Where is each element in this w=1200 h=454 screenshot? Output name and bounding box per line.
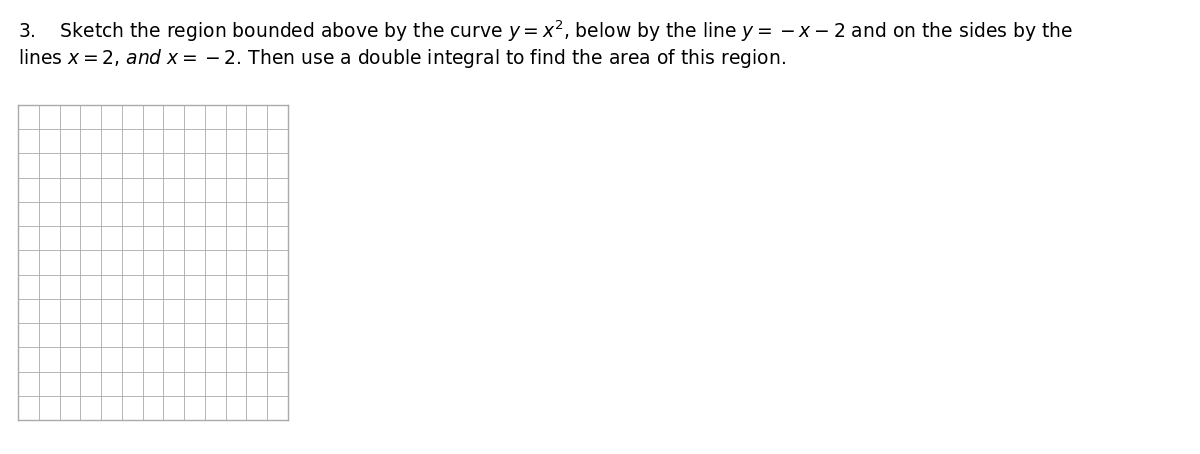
Text: lines $x = 2$, $and$ $x = -2$. Then use a double integral to find the area of th: lines $x = 2$, $and$ $x = -2$. Then use … bbox=[18, 47, 786, 70]
Text: 3.    Sketch the region bounded above by the curve $y = x^2$, below by the line : 3. Sketch the region bounded above by th… bbox=[18, 18, 1073, 44]
